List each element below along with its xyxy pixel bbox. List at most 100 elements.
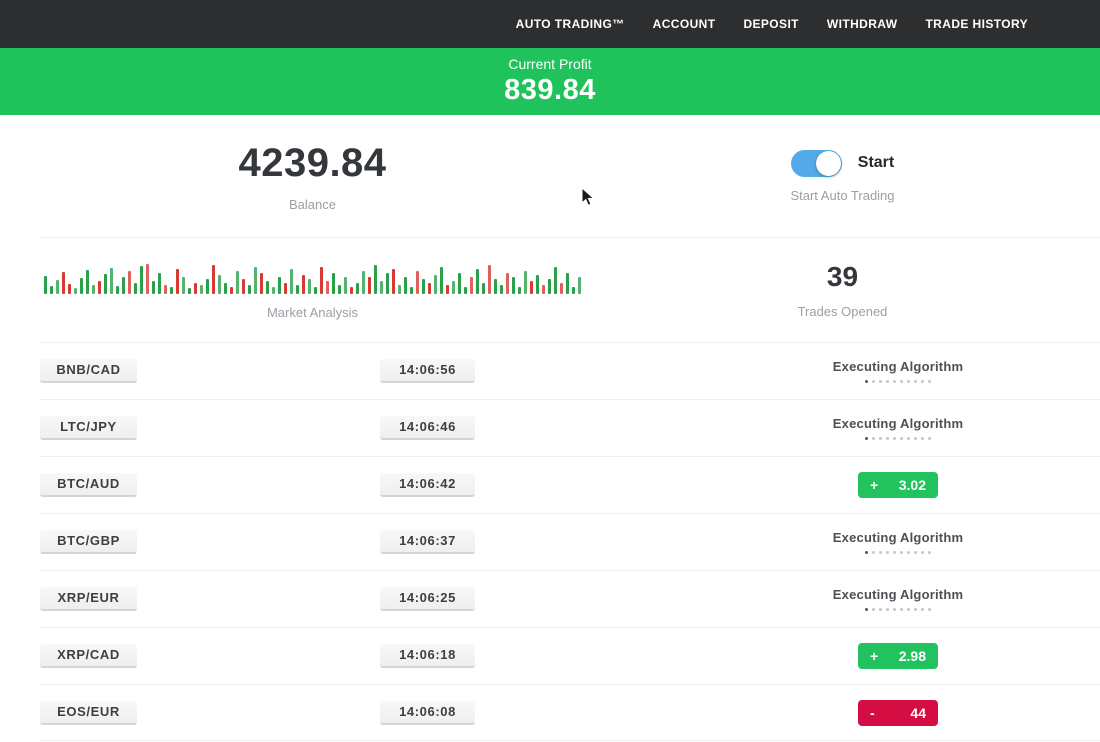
market-bar [266, 281, 269, 294]
pair-badge[interactable]: XRP/CAD [40, 643, 137, 668]
market-bar [440, 267, 443, 294]
market-bar [416, 271, 419, 294]
auto-trading-block: Start Start Auto Trading [585, 115, 1100, 237]
table-row: BTC/GBP 14:06:37 Executing Algorithm [0, 513, 1100, 570]
pair-badge[interactable]: BNB/CAD [40, 358, 137, 383]
market-analysis-block: Market Analysis [40, 238, 585, 342]
table-row: EOS/EUR 14:06:08 - 44 [0, 684, 1100, 741]
table-row: XRP/CAD 14:06:18 + 2.98 [0, 627, 1100, 684]
market-bar [86, 270, 89, 294]
market-bar [560, 283, 563, 294]
dot [886, 379, 889, 383]
result-sign: + [870, 647, 879, 664]
result-amount: 3.02 [898, 476, 926, 493]
divider [40, 237, 1100, 238]
dot [907, 436, 910, 440]
pair-badge[interactable]: EOS/EUR [40, 700, 137, 725]
market-bar [224, 283, 227, 294]
market-bar [434, 275, 437, 294]
dot [914, 607, 917, 611]
dot [893, 436, 896, 440]
dot [879, 379, 882, 383]
current-profit-value: 839.84 [504, 74, 596, 106]
nav-item-auto-trading[interactable]: AUTO TRADING™ [515, 17, 625, 31]
pair-badge[interactable]: BTC/AUD [40, 472, 137, 497]
market-bar [68, 284, 71, 294]
time-badge: 14:06:46 [380, 415, 475, 440]
market-bar [578, 277, 581, 294]
market-bar [476, 269, 479, 294]
market-bar [134, 283, 137, 294]
executing-label: Executing Algorithm [832, 415, 964, 431]
market-bar [110, 268, 113, 294]
nav-item-account[interactable]: ACCOUNT [652, 17, 716, 31]
market-bar [314, 287, 317, 294]
dot [900, 550, 903, 554]
market-bar [392, 269, 395, 294]
market-bar [212, 265, 215, 294]
market-bar [74, 288, 77, 294]
nav-item-withdraw[interactable]: WITHDRAW [826, 17, 898, 31]
dot [865, 436, 868, 440]
result-badge: - 44 [858, 699, 938, 726]
dot [914, 379, 917, 383]
dot [865, 607, 868, 611]
dot [900, 379, 903, 383]
nav-item-deposit[interactable]: DEPOSIT [743, 17, 799, 31]
dot [928, 436, 931, 440]
result-amount: 2.98 [898, 647, 926, 664]
market-bar [188, 288, 191, 294]
dot [879, 436, 882, 440]
table-row: XRP/EUR 14:06:25 Executing Algorithm [0, 570, 1100, 627]
result-badge: + 3.02 [858, 471, 938, 498]
market-bar [482, 283, 485, 294]
market-bar [368, 277, 371, 294]
time-badge: 14:06:08 [380, 700, 475, 725]
time-badge: 14:06:42 [380, 472, 475, 497]
dot [886, 550, 889, 554]
market-bar [542, 285, 545, 294]
market-bar [158, 273, 161, 294]
pair-badge[interactable]: BTC/GBP [40, 529, 137, 554]
trade-status: Executing Algorithm [818, 530, 978, 554]
market-bar [200, 285, 203, 294]
pair-badge[interactable]: XRP/EUR [40, 586, 137, 611]
market-bar [494, 279, 497, 294]
dot [921, 436, 924, 440]
market-bar [116, 286, 119, 294]
dot [928, 607, 931, 611]
balance-value: 4239.84 [238, 140, 387, 185]
auto-trading-toggle[interactable] [790, 149, 842, 177]
market-bar [572, 287, 575, 294]
market-bar [218, 275, 221, 294]
market-bar [530, 281, 533, 294]
stats-row-top: 4239.84 Balance Start Start Auto Trading [0, 115, 1100, 237]
dot [914, 436, 917, 440]
dot [921, 550, 924, 554]
market-analysis-label: Market Analysis [266, 305, 359, 320]
market-bar [284, 283, 287, 294]
market-bar [380, 281, 383, 294]
market-bar [236, 271, 239, 294]
time-badge: 14:06:18 [380, 643, 475, 668]
market-bar [290, 269, 293, 294]
dot [879, 607, 882, 611]
market-bar [428, 283, 431, 294]
market-bar [338, 285, 341, 294]
executing-label: Executing Algorithm [832, 586, 964, 602]
stats-row-bottom: Market Analysis 39 Trades Opened [0, 238, 1100, 342]
market-bar [170, 287, 173, 294]
trade-status: Executing Algorithm [818, 587, 978, 611]
table-row: LTC/JPY 14:06:46 Executing Algorithm [0, 399, 1100, 456]
pair-badge[interactable]: LTC/JPY [40, 415, 137, 440]
market-bar [320, 267, 323, 294]
dot [886, 436, 889, 440]
executing-label: Executing Algorithm [832, 529, 964, 545]
table-row: BNB/CAD 14:06:56 Executing Algorithm [0, 342, 1100, 399]
nav-item-trade-history[interactable]: TRADE HISTORY [925, 17, 1028, 31]
market-bar [506, 273, 509, 294]
current-profit-label: Current Profit [508, 56, 592, 72]
market-bar [350, 287, 353, 294]
market-bar [374, 265, 377, 294]
balance-label: Balance [289, 196, 336, 212]
